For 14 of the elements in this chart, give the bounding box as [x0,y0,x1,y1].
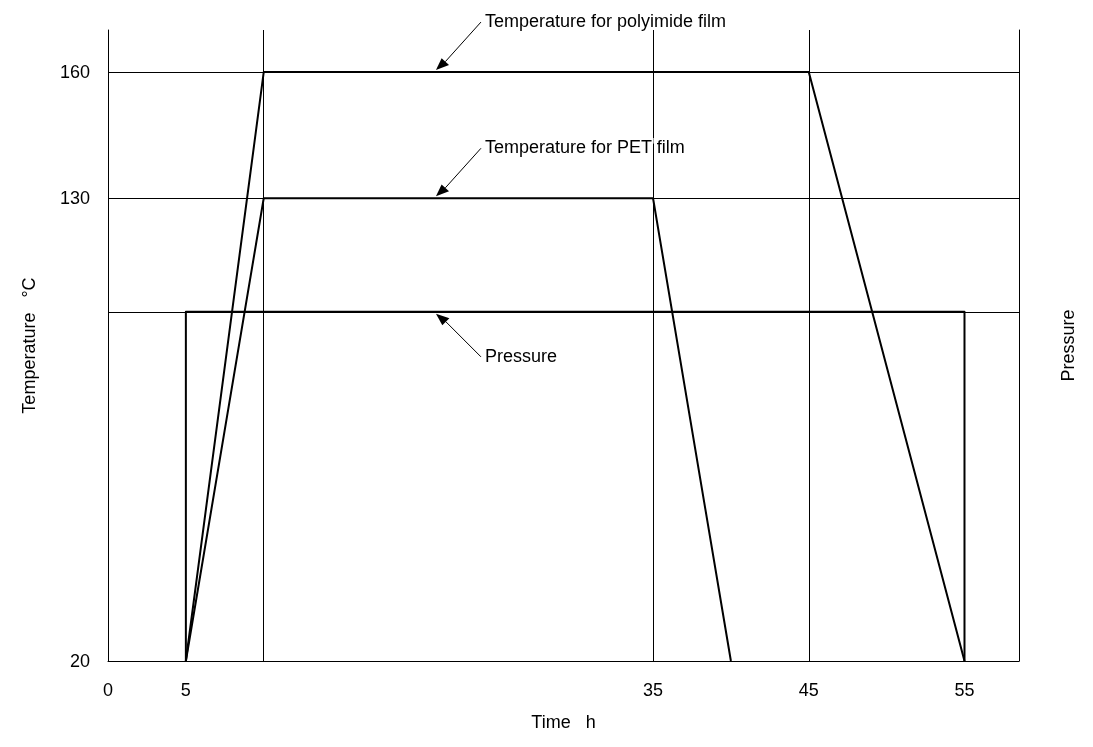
x-tick-label: 5 [180,680,191,700]
y-tick-label: 20 [69,651,90,671]
x-axis-title: Time h [531,712,596,732]
y-axis-title: Temperature °C [19,277,39,414]
series-label: Pressure [484,345,557,366]
y2-axis-title: Pressure [1058,309,1078,382]
y-tick-label: 160 [59,62,90,83]
x-tick-label: 35 [643,680,664,700]
x-tick-label: 45 [798,680,819,700]
y-tick-label: 130 [59,188,90,209]
text: Temperature for PET film [484,137,685,158]
x-tick-label: 55 [954,680,975,700]
text: Temperature for polyimide film [484,10,727,31]
x-tick-label: 0 [102,680,114,700]
